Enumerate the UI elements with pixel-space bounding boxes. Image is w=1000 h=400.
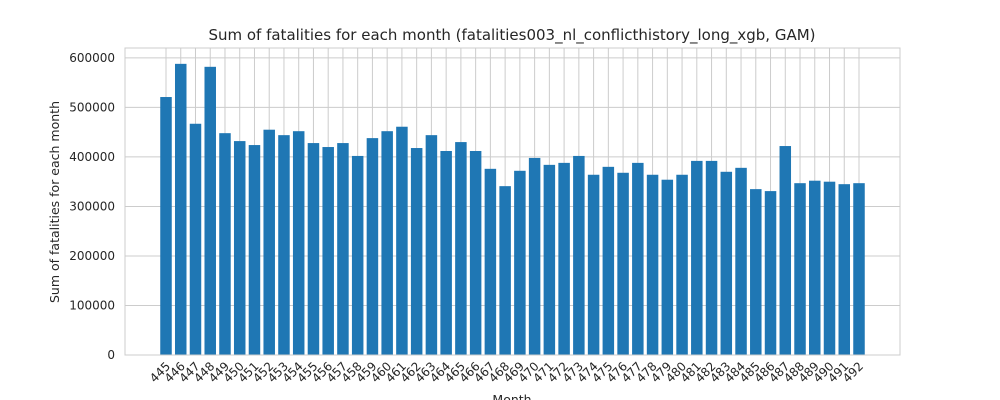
bar bbox=[514, 170, 526, 355]
bar bbox=[484, 168, 497, 355]
bar bbox=[160, 97, 172, 355]
bar bbox=[278, 135, 290, 355]
bar bbox=[646, 174, 659, 355]
bar bbox=[381, 131, 393, 355]
bar bbox=[676, 174, 688, 355]
bar bbox=[204, 66, 216, 355]
bar bbox=[750, 189, 762, 355]
bar bbox=[794, 183, 806, 355]
bar bbox=[573, 155, 585, 355]
bar bbox=[632, 162, 644, 355]
bar bbox=[602, 166, 615, 355]
y-tick-label: 600000 bbox=[69, 51, 115, 65]
y-tick-label: 500000 bbox=[69, 100, 115, 114]
chart-title: Sum of fatalities for each month (fatali… bbox=[208, 26, 815, 45]
bar bbox=[735, 167, 747, 355]
bar bbox=[440, 150, 452, 355]
bar bbox=[322, 147, 334, 355]
x-axis-label: Month bbox=[492, 392, 531, 400]
bar bbox=[233, 141, 246, 355]
bar bbox=[396, 126, 408, 355]
bar bbox=[189, 123, 202, 355]
bar bbox=[587, 174, 600, 355]
bar bbox=[691, 160, 703, 355]
bar bbox=[853, 183, 865, 355]
bar bbox=[425, 135, 438, 355]
bar bbox=[661, 179, 674, 355]
bar bbox=[248, 145, 261, 355]
bar bbox=[779, 146, 792, 355]
bar bbox=[174, 63, 187, 356]
bar bbox=[764, 191, 777, 355]
bar bbox=[410, 148, 423, 355]
plot-frame bbox=[124, 47, 901, 356]
bar bbox=[543, 164, 556, 355]
bar bbox=[705, 160, 718, 355]
y-tick-label: 300000 bbox=[69, 199, 115, 213]
bar bbox=[528, 157, 541, 355]
bar bbox=[366, 138, 379, 355]
bar bbox=[558, 162, 570, 355]
bar bbox=[219, 133, 231, 355]
bar bbox=[337, 143, 349, 355]
bar bbox=[809, 180, 821, 355]
y-tick-label: 100000 bbox=[69, 298, 115, 312]
bar bbox=[307, 143, 320, 355]
bar bbox=[455, 142, 467, 355]
bar bbox=[469, 150, 482, 355]
bar bbox=[351, 155, 364, 355]
bar bbox=[823, 181, 836, 355]
bar bbox=[617, 172, 629, 355]
y-tick-label: 200000 bbox=[69, 249, 115, 263]
bar bbox=[292, 131, 305, 355]
bar bbox=[499, 186, 511, 355]
y-tick-label: 0 bbox=[107, 348, 115, 362]
bar bbox=[720, 171, 733, 355]
y-axis-label: Sum of fatalities for each month bbox=[47, 101, 62, 303]
bar bbox=[838, 184, 851, 355]
bar bbox=[263, 129, 275, 355]
y-tick-label: 400000 bbox=[69, 150, 115, 164]
